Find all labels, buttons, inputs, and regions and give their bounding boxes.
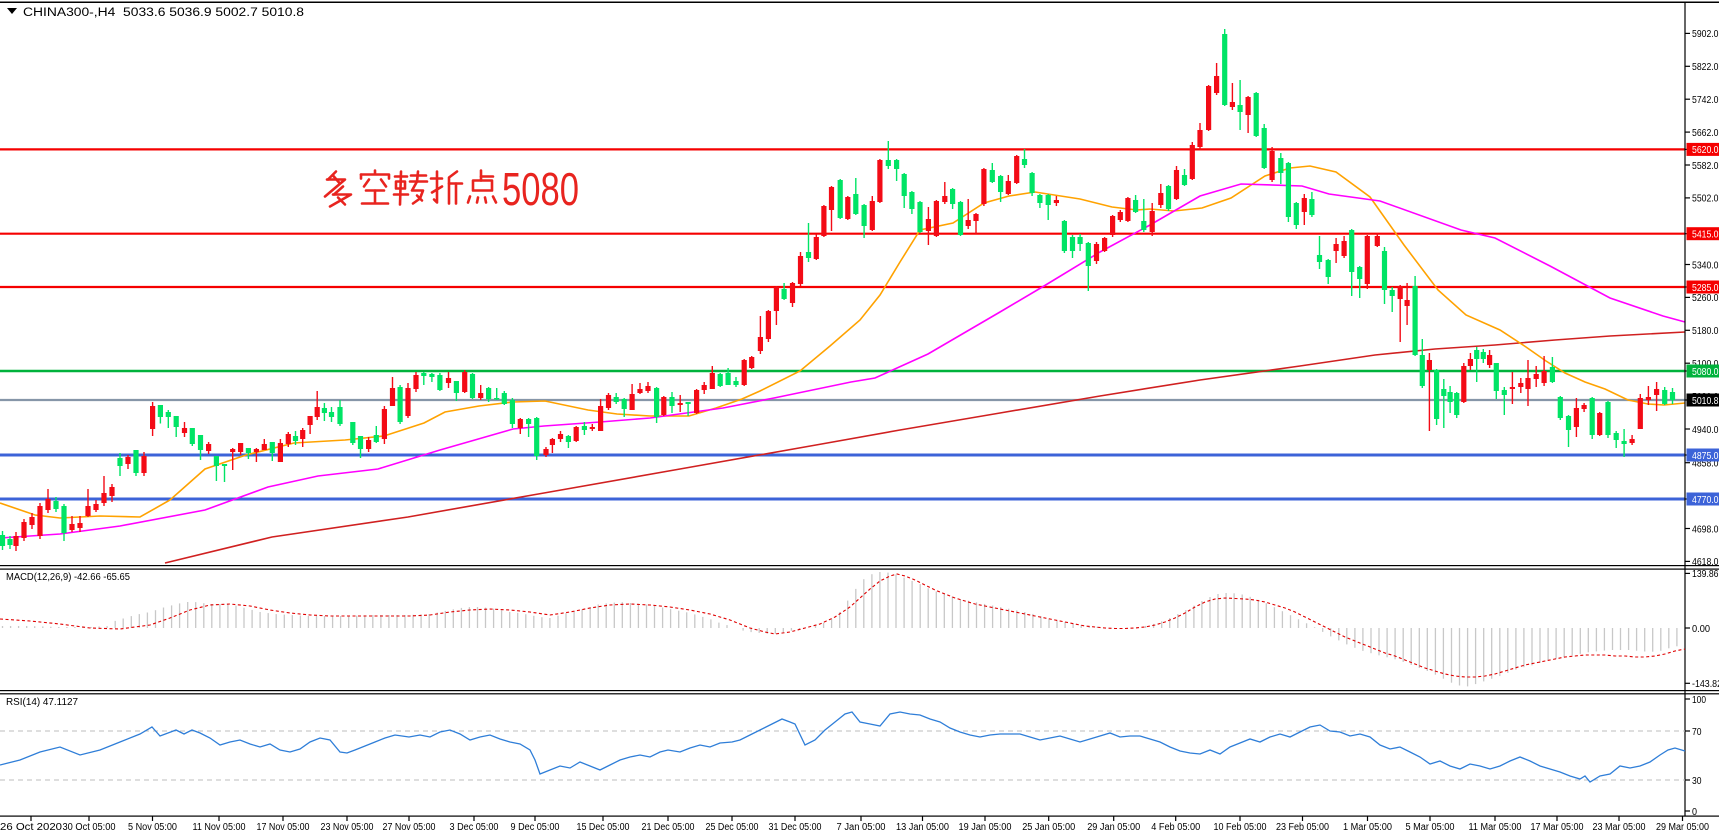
svg-text:23 Feb 05:00: 23 Feb 05:00 bbox=[1276, 822, 1329, 833]
svg-text:5415.0: 5415.0 bbox=[1692, 229, 1719, 241]
svg-text:4770.0: 4770.0 bbox=[1692, 494, 1719, 506]
svg-text:23 Mar 05:00: 23 Mar 05:00 bbox=[1593, 822, 1646, 833]
svg-text:-143.82: -143.82 bbox=[1692, 678, 1719, 690]
svg-text:9 Dec 05:00: 9 Dec 05:00 bbox=[511, 822, 560, 833]
svg-text:CHINA300-,H4 5033.6 5036.9 50: CHINA300-,H4 5033.6 5036.9 5002.7 5010.8 bbox=[23, 7, 304, 19]
svg-text:5742.0: 5742.0 bbox=[1692, 94, 1719, 106]
svg-text:4875.0: 4875.0 bbox=[1692, 450, 1719, 462]
svg-text:11 Nov 05:00: 11 Nov 05:00 bbox=[193, 822, 246, 833]
svg-text:5180.0: 5180.0 bbox=[1692, 325, 1719, 337]
svg-text:7 Jan 05:00: 7 Jan 05:00 bbox=[837, 822, 886, 833]
svg-text:27 Nov 05:00: 27 Nov 05:00 bbox=[383, 822, 436, 833]
svg-text:17 Nov 05:00: 17 Nov 05:00 bbox=[257, 822, 310, 833]
svg-text:29 Jan 05:00: 29 Jan 05:00 bbox=[1087, 822, 1140, 833]
svg-text:4940.0: 4940.0 bbox=[1692, 424, 1719, 436]
svg-text:4618.0: 4618.0 bbox=[1692, 556, 1719, 568]
svg-text:4698.0: 4698.0 bbox=[1692, 523, 1719, 535]
svg-text:15 Dec 05:00: 15 Dec 05:00 bbox=[577, 822, 630, 833]
svg-text:5010.8: 5010.8 bbox=[1692, 395, 1719, 407]
svg-text:5 Mar 05:00: 5 Mar 05:00 bbox=[1406, 822, 1455, 833]
svg-text:26 Oct 2020: 26 Oct 2020 bbox=[0, 822, 62, 833]
svg-text:30: 30 bbox=[1692, 775, 1702, 787]
svg-text:5080: 5080 bbox=[502, 163, 579, 215]
svg-text:5080.0: 5080.0 bbox=[1692, 366, 1719, 378]
svg-text:5260.0: 5260.0 bbox=[1692, 292, 1719, 304]
svg-text:4 Feb 05:00: 4 Feb 05:00 bbox=[1151, 822, 1200, 833]
svg-text:MACD(12,26,9) -42.66 -65.65: MACD(12,26,9) -42.66 -65.65 bbox=[6, 572, 130, 583]
svg-text:1 Mar 05:00: 1 Mar 05:00 bbox=[1343, 822, 1392, 833]
svg-text:5902.0: 5902.0 bbox=[1692, 28, 1719, 40]
svg-text:5 Nov 05:00: 5 Nov 05:00 bbox=[128, 822, 177, 833]
svg-text:29 Mar 05:00: 29 Mar 05:00 bbox=[1656, 822, 1709, 833]
svg-text:3 Dec 05:00: 3 Dec 05:00 bbox=[450, 822, 499, 833]
svg-text:5662.0: 5662.0 bbox=[1692, 127, 1719, 139]
svg-text:100: 100 bbox=[1692, 694, 1706, 706]
svg-text:5822.0: 5822.0 bbox=[1692, 61, 1719, 73]
svg-text:31 Dec 05:00: 31 Dec 05:00 bbox=[769, 822, 822, 833]
svg-text:13 Jan 05:00: 13 Jan 05:00 bbox=[896, 822, 949, 833]
svg-text:19 Jan 05:00: 19 Jan 05:00 bbox=[959, 822, 1012, 833]
svg-text:70: 70 bbox=[1692, 726, 1702, 738]
svg-text:0: 0 bbox=[1692, 806, 1697, 818]
svg-text:5582.0: 5582.0 bbox=[1692, 160, 1719, 172]
svg-text:RSI(14) 47.1127: RSI(14) 47.1127 bbox=[6, 697, 78, 708]
svg-text:10 Feb 05:00: 10 Feb 05:00 bbox=[1214, 822, 1267, 833]
svg-text:17 Mar 05:00: 17 Mar 05:00 bbox=[1531, 822, 1584, 833]
svg-text:139.86: 139.86 bbox=[1692, 568, 1719, 580]
svg-text:5620.0: 5620.0 bbox=[1692, 144, 1719, 156]
svg-text:0.00: 0.00 bbox=[1692, 623, 1710, 635]
svg-text:5285.0: 5285.0 bbox=[1692, 282, 1719, 294]
svg-text:21 Dec 05:00: 21 Dec 05:00 bbox=[642, 822, 695, 833]
svg-text:25 Dec 05:00: 25 Dec 05:00 bbox=[706, 822, 759, 833]
svg-text:25 Jan 05:00: 25 Jan 05:00 bbox=[1022, 822, 1075, 833]
svg-text:30 Oct 05:00: 30 Oct 05:00 bbox=[63, 822, 116, 833]
svg-text:11 Mar 05:00: 11 Mar 05:00 bbox=[1469, 822, 1522, 833]
svg-text:5340.0: 5340.0 bbox=[1692, 259, 1719, 271]
svg-text:23 Nov 05:00: 23 Nov 05:00 bbox=[321, 822, 374, 833]
svg-text:5502.0: 5502.0 bbox=[1692, 193, 1719, 205]
